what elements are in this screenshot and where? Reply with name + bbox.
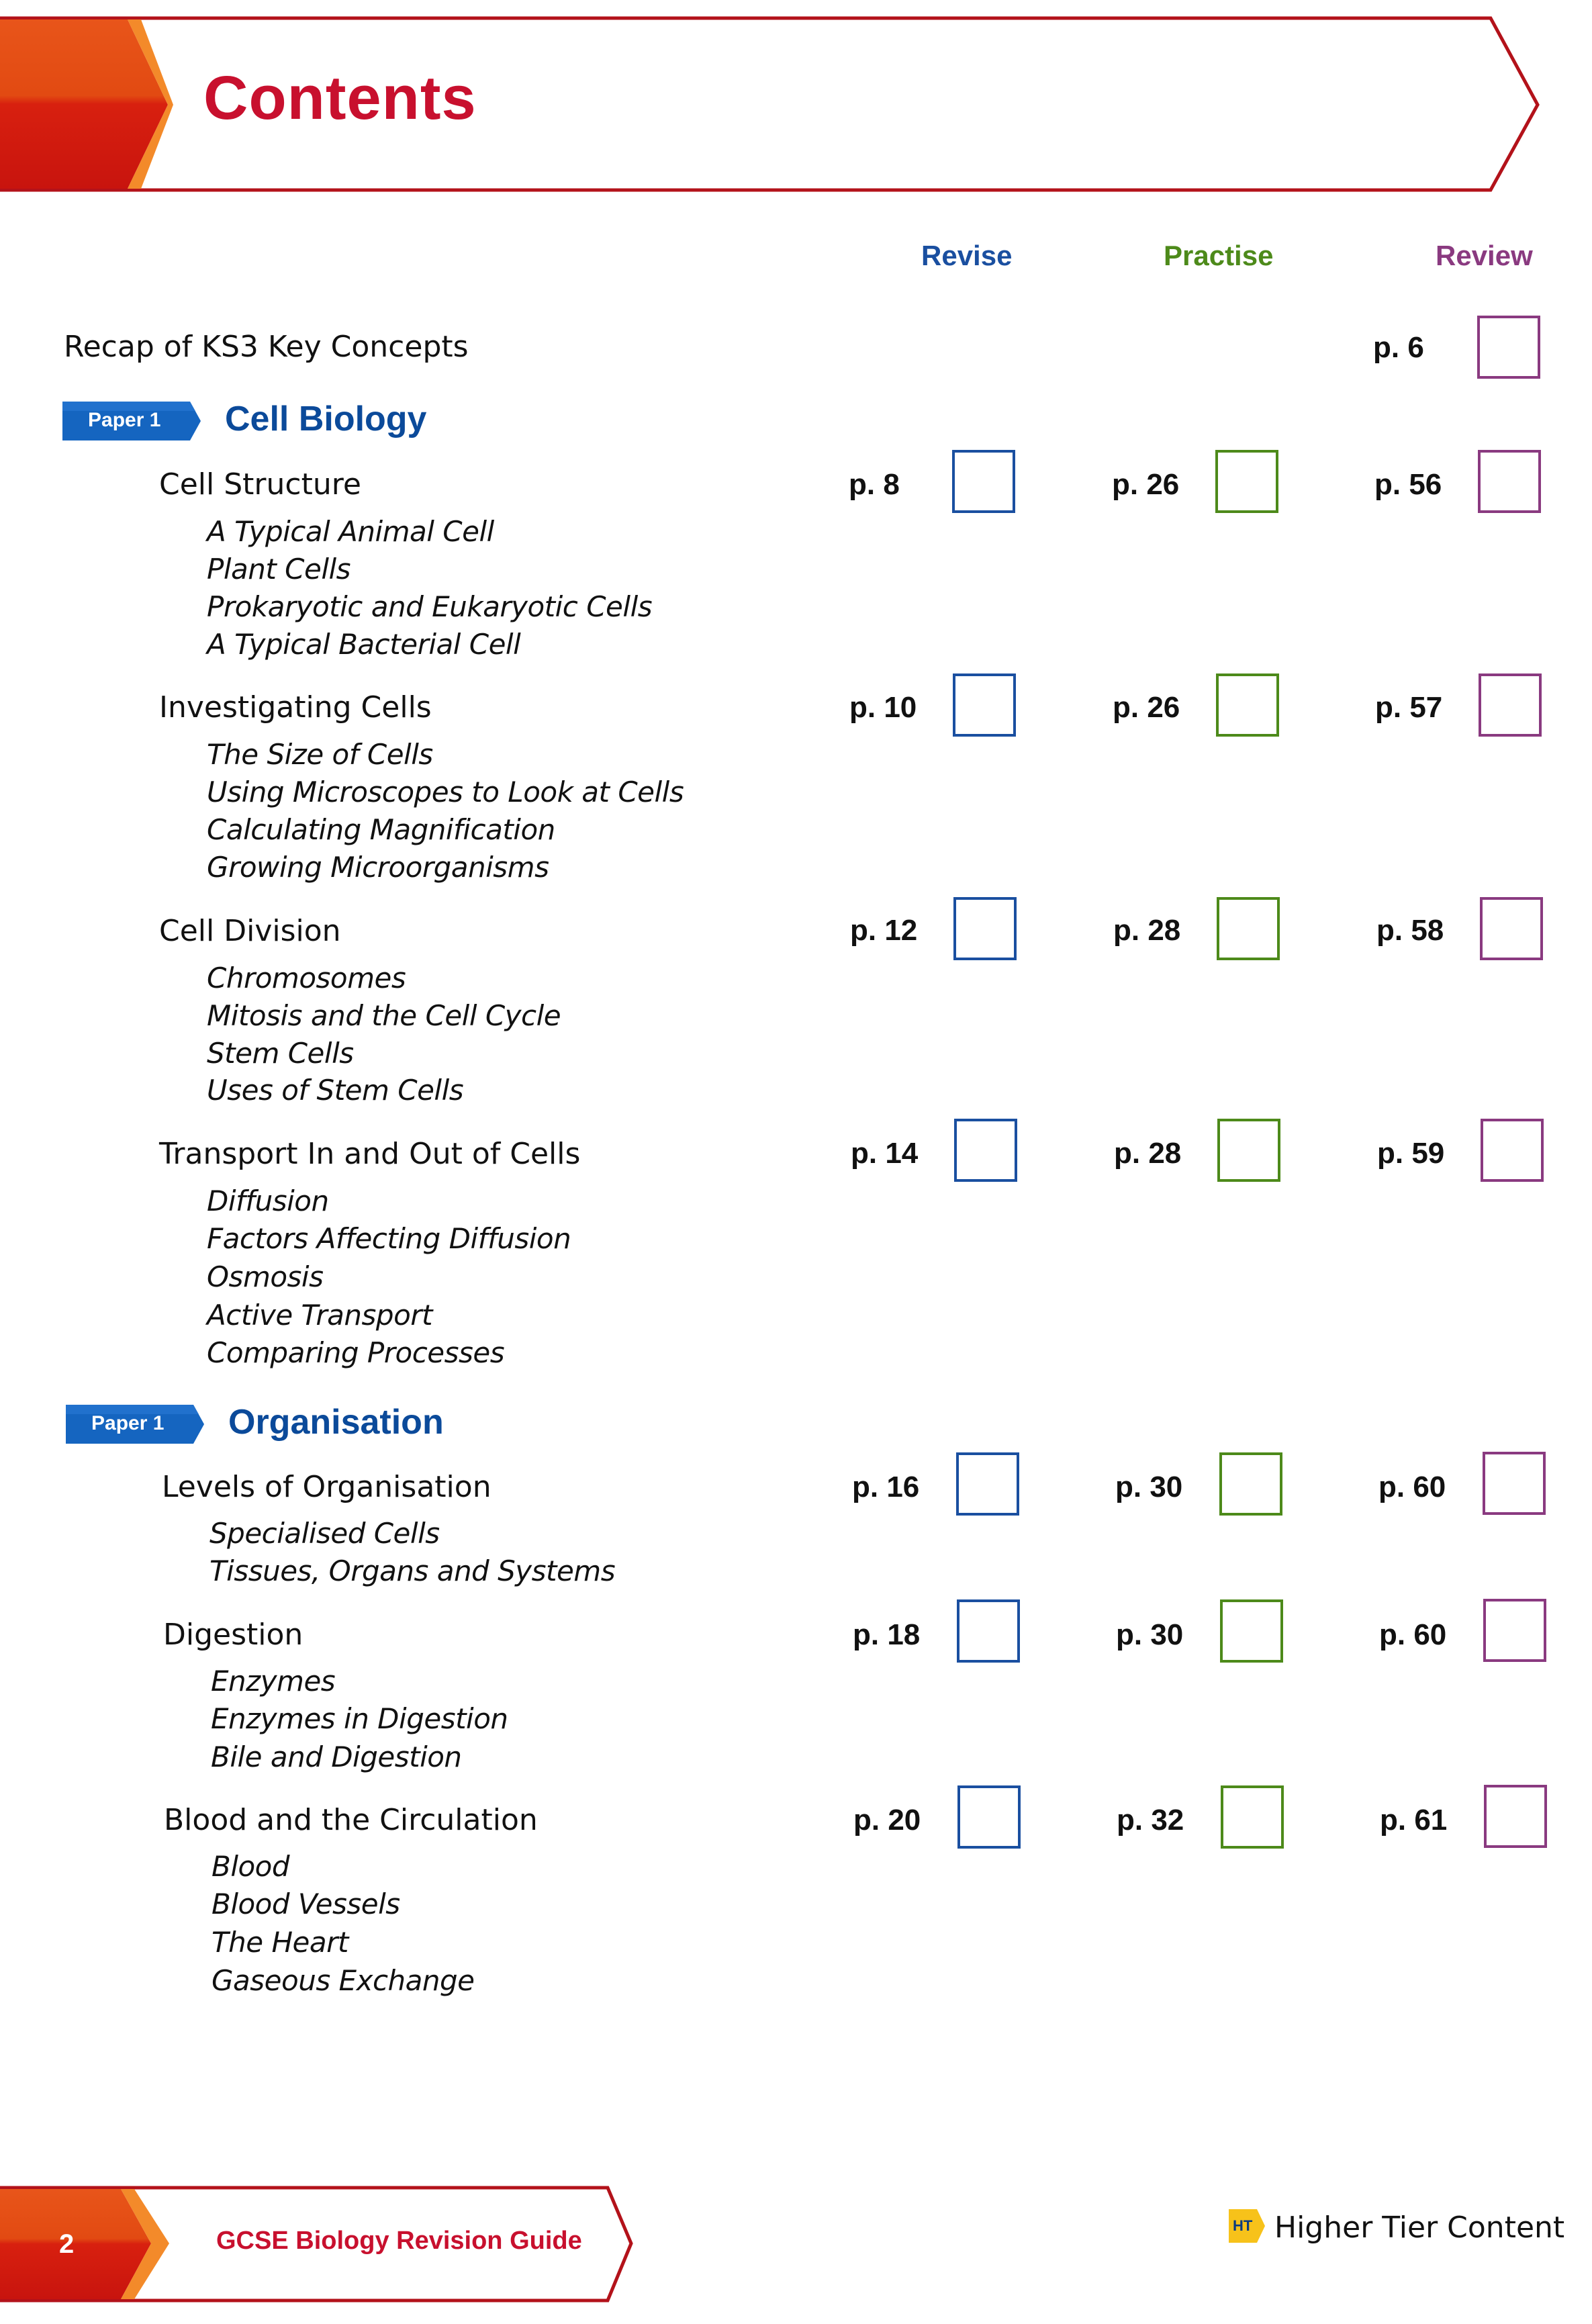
subtopic: Prokaryotic and Eukaryotic Cells: [207, 590, 653, 623]
recap-review-checkbox[interactable]: [1477, 316, 1540, 379]
practise-checkbox[interactable]: [1217, 1119, 1280, 1182]
footer-banner: [0, 2186, 633, 2303]
practise-checkbox[interactable]: [1220, 1599, 1283, 1663]
practise-page: p. 28: [1114, 1137, 1182, 1170]
subtopic: Plant Cells: [207, 553, 351, 586]
review-page: p. 61: [1380, 1804, 1448, 1837]
subtopic: Diffusion: [207, 1184, 329, 1217]
topic-title: Digestion: [163, 1618, 303, 1652]
higher-tier-legend: Higher Tier Content: [1274, 2211, 1565, 2245]
topic-title: Investigating Cells: [159, 690, 432, 725]
subtopic: Using Microscopes to Look at Cells: [207, 776, 684, 808]
subtopic: Growing Microorganisms: [207, 851, 549, 884]
revise-checkbox[interactable]: [953, 897, 1017, 960]
revise-page: p. 16: [852, 1471, 920, 1503]
revise-page: p. 8: [849, 468, 900, 501]
practise-checkbox[interactable]: [1215, 450, 1278, 513]
section-title-cell-biology: Cell Biology: [225, 400, 427, 438]
review-page: p. 57: [1375, 691, 1443, 724]
subtopic: Comparing Processes: [207, 1336, 505, 1369]
review-page: p. 60: [1379, 1618, 1447, 1651]
page-title: Contents: [203, 64, 477, 132]
revise-page: p. 10: [849, 691, 917, 724]
practise-page: p. 26: [1113, 691, 1180, 724]
review-page: p. 60: [1378, 1471, 1446, 1503]
review-page: p. 58: [1376, 914, 1444, 947]
topic-title: Levels of Organisation: [162, 1470, 491, 1504]
practise-checkbox[interactable]: [1219, 1452, 1282, 1516]
subtopic: A Typical Animal Cell: [207, 515, 494, 548]
subtopic: Bile and Digestion: [211, 1740, 462, 1773]
topic-title: Transport In and Out of Cells: [159, 1137, 581, 1171]
review-checkbox[interactable]: [1483, 1599, 1546, 1662]
revise-checkbox[interactable]: [952, 450, 1015, 513]
ht-badge-shape: [1229, 2209, 1265, 2243]
practise-page: p. 26: [1112, 468, 1180, 501]
subtopic: Gaseous Exchange: [212, 1964, 475, 1997]
column-header-review: Review: [1436, 240, 1533, 271]
paper-badge: Paper 1: [66, 1403, 207, 1445]
recap-title: Recap of KS3 Key Concepts: [64, 330, 469, 364]
practise-checkbox[interactable]: [1217, 897, 1280, 960]
practise-page: p. 32: [1117, 1804, 1184, 1837]
header-banner: [0, 16, 1540, 192]
topic-title: Cell Division: [159, 914, 341, 948]
paper-badge: Paper 1: [62, 400, 203, 442]
revise-checkbox[interactable]: [957, 1785, 1021, 1849]
revise-page: p. 14: [851, 1137, 919, 1170]
revise-checkbox[interactable]: [953, 673, 1016, 737]
column-header-practise: Practise: [1164, 240, 1274, 271]
practise-page: p. 28: [1113, 914, 1181, 947]
review-page: p. 56: [1374, 468, 1442, 501]
review-page: p. 59: [1377, 1137, 1445, 1170]
topic-title: Cell Structure: [159, 467, 361, 502]
subtopic: Chromosomes: [207, 962, 406, 994]
subtopic: Specialised Cells: [209, 1517, 440, 1550]
review-checkbox[interactable]: [1480, 897, 1543, 960]
subtopic: Active Transport: [207, 1299, 433, 1332]
practise-page: p. 30: [1116, 1618, 1184, 1651]
review-checkbox[interactable]: [1481, 1119, 1544, 1182]
revise-checkbox[interactable]: [954, 1119, 1017, 1182]
practise-checkbox[interactable]: [1216, 673, 1279, 737]
topic-title: Blood and the Circulation: [164, 1803, 538, 1837]
badge-arrow-shape: [62, 402, 201, 440]
subtopic: Uses of Stem Cells: [207, 1074, 464, 1107]
revise-checkbox[interactable]: [957, 1599, 1020, 1663]
review-checkbox[interactable]: [1484, 1785, 1547, 1848]
paper-badge-label: Paper 1: [88, 409, 161, 431]
subtopic: Tissues, Organs and Systems: [209, 1554, 616, 1587]
column-header-revise: Revise: [921, 240, 1013, 271]
book-title: GCSE Biology Revision Guide: [216, 2227, 582, 2255]
ht-icon-label: HT: [1233, 2217, 1253, 2234]
subtopic: Stem Cells: [207, 1037, 354, 1070]
badge-arrow-shape: [66, 1405, 204, 1444]
higher-tier-icon: HT: [1229, 2209, 1265, 2243]
review-checkbox[interactable]: [1479, 673, 1542, 737]
subtopic: A Typical Bacterial Cell: [207, 628, 521, 661]
revise-page: p. 12: [850, 914, 918, 947]
review-checkbox[interactable]: [1478, 450, 1541, 513]
subtopic: Enzymes in Digestion: [211, 1702, 508, 1735]
subtopic: Blood: [212, 1850, 290, 1883]
practise-page: p. 30: [1115, 1471, 1183, 1503]
subtopic: Factors Affecting Diffusion: [207, 1222, 571, 1255]
subtopic: Osmosis: [207, 1260, 324, 1293]
practise-checkbox[interactable]: [1221, 1785, 1284, 1849]
revise-page: p. 20: [853, 1804, 921, 1837]
revise-page: p. 18: [853, 1618, 921, 1651]
subtopic: Calculating Magnification: [207, 813, 555, 846]
section-title-organisation: Organisation: [228, 1403, 444, 1442]
paper-badge-label: Paper 1: [91, 1412, 165, 1434]
subtopic: Mitosis and the Cell Cycle: [207, 999, 561, 1032]
review-checkbox[interactable]: [1483, 1452, 1546, 1515]
revise-checkbox[interactable]: [956, 1452, 1019, 1516]
subtopic: The Size of Cells: [207, 738, 433, 771]
recap-review-page: p. 6: [1373, 331, 1424, 364]
subtopic: The Heart: [212, 1926, 348, 1959]
subtopic: Blood Vessels: [212, 1888, 400, 1920]
subtopic: Enzymes: [211, 1665, 336, 1698]
page-number: 2: [59, 2229, 75, 2259]
